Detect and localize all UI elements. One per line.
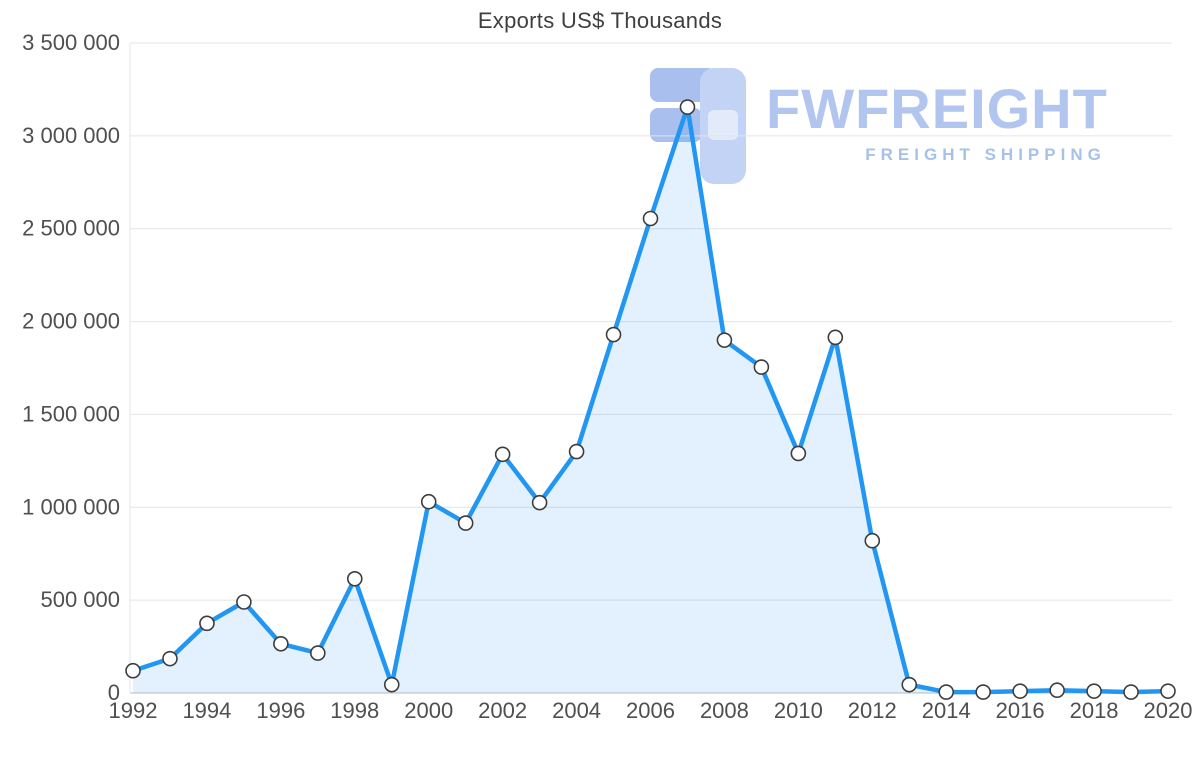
watermark-tagline: FREIGHT SHIPPING [865, 144, 1106, 164]
data-point-marker[interactable] [790, 445, 807, 462]
y-axis-tick-label: 0 [108, 680, 120, 705]
data-point-marker[interactable] [679, 99, 696, 115]
x-axis-tick-label: 1998 [330, 698, 379, 723]
data-point-marker[interactable] [457, 515, 474, 531]
watermark-brand-icon [650, 68, 746, 184]
y-axis-tick-label: 500 000 [40, 587, 120, 612]
data-point-marker[interactable] [125, 662, 141, 679]
chart-title: Exports US$ Thousands [477, 8, 723, 33]
data-point-marker[interactable] [162, 650, 178, 667]
data-point-marker[interactable] [236, 594, 252, 610]
data-point-marker[interactable] [568, 443, 585, 460]
x-axis-tick-label: 2018 [1070, 698, 1119, 723]
data-point-marker[interactable] [494, 446, 511, 463]
x-axis-tick-label: 2020 [1144, 698, 1193, 723]
data-point-marker[interactable] [1160, 683, 1176, 699]
x-axis-tick-label: 1992 [109, 698, 158, 723]
data-point-marker[interactable] [420, 493, 437, 510]
data-point-marker[interactable] [273, 635, 289, 652]
x-axis-tick-label: 2012 [848, 698, 897, 723]
data-point-marker[interactable] [346, 570, 363, 587]
x-axis-tick-label: 2016 [996, 698, 1045, 723]
data-point-marker[interactable] [901, 676, 918, 693]
data-point-marker[interactable] [605, 326, 622, 343]
y-axis-tick-label: 3 000 000 [22, 123, 120, 148]
data-point-marker[interactable] [1049, 682, 1065, 699]
data-point-marker[interactable] [753, 359, 770, 375]
x-axis-tick-label: 2002 [478, 698, 527, 723]
data-point-marker[interactable] [827, 329, 844, 346]
y-axis-tick-label: 2 000 000 [22, 309, 120, 334]
data-point-marker[interactable] [1086, 683, 1102, 699]
y-axis-tick-label: 1 000 000 [22, 494, 120, 519]
x-axis-tick-label: 2004 [552, 698, 601, 723]
data-point-marker[interactable] [716, 332, 733, 348]
data-point-marker[interactable] [531, 494, 548, 511]
data-point-marker[interactable] [1123, 684, 1139, 700]
data-point-marker[interactable] [864, 532, 881, 549]
y-axis-tick-label: 3 500 000 [22, 30, 120, 55]
x-axis-tick-label: 2014 [922, 698, 971, 723]
data-point-marker[interactable] [642, 210, 659, 227]
x-axis-tick-label: 1996 [256, 698, 305, 723]
watermark-text: FWFREIGHT FREIGHT SHIPPING [766, 66, 1108, 165]
x-axis-tick-label: 2006 [626, 698, 675, 723]
x-axis-tick-label: 2008 [700, 698, 749, 723]
y-axis-tick-label: 1 500 000 [22, 401, 120, 426]
x-axis-tick-label: 2000 [404, 698, 453, 723]
series-area-fill [133, 107, 1168, 694]
x-axis-tick-label: 2010 [774, 698, 823, 723]
data-point-marker[interactable] [199, 615, 215, 632]
watermark-logo: FWFREIGHT FREIGHT SHIPPING [648, 66, 1108, 186]
data-point-marker[interactable] [1012, 683, 1028, 699]
y-axis-tick-label: 2 500 000 [22, 216, 120, 241]
data-point-marker[interactable] [310, 645, 326, 661]
data-point-marker[interactable] [975, 684, 991, 700]
watermark-brand-name: FWFREIGHT [766, 77, 1108, 140]
x-axis-tick-label: 1994 [182, 698, 231, 723]
data-point-marker[interactable] [938, 684, 955, 700]
data-point-marker[interactable] [383, 676, 400, 693]
